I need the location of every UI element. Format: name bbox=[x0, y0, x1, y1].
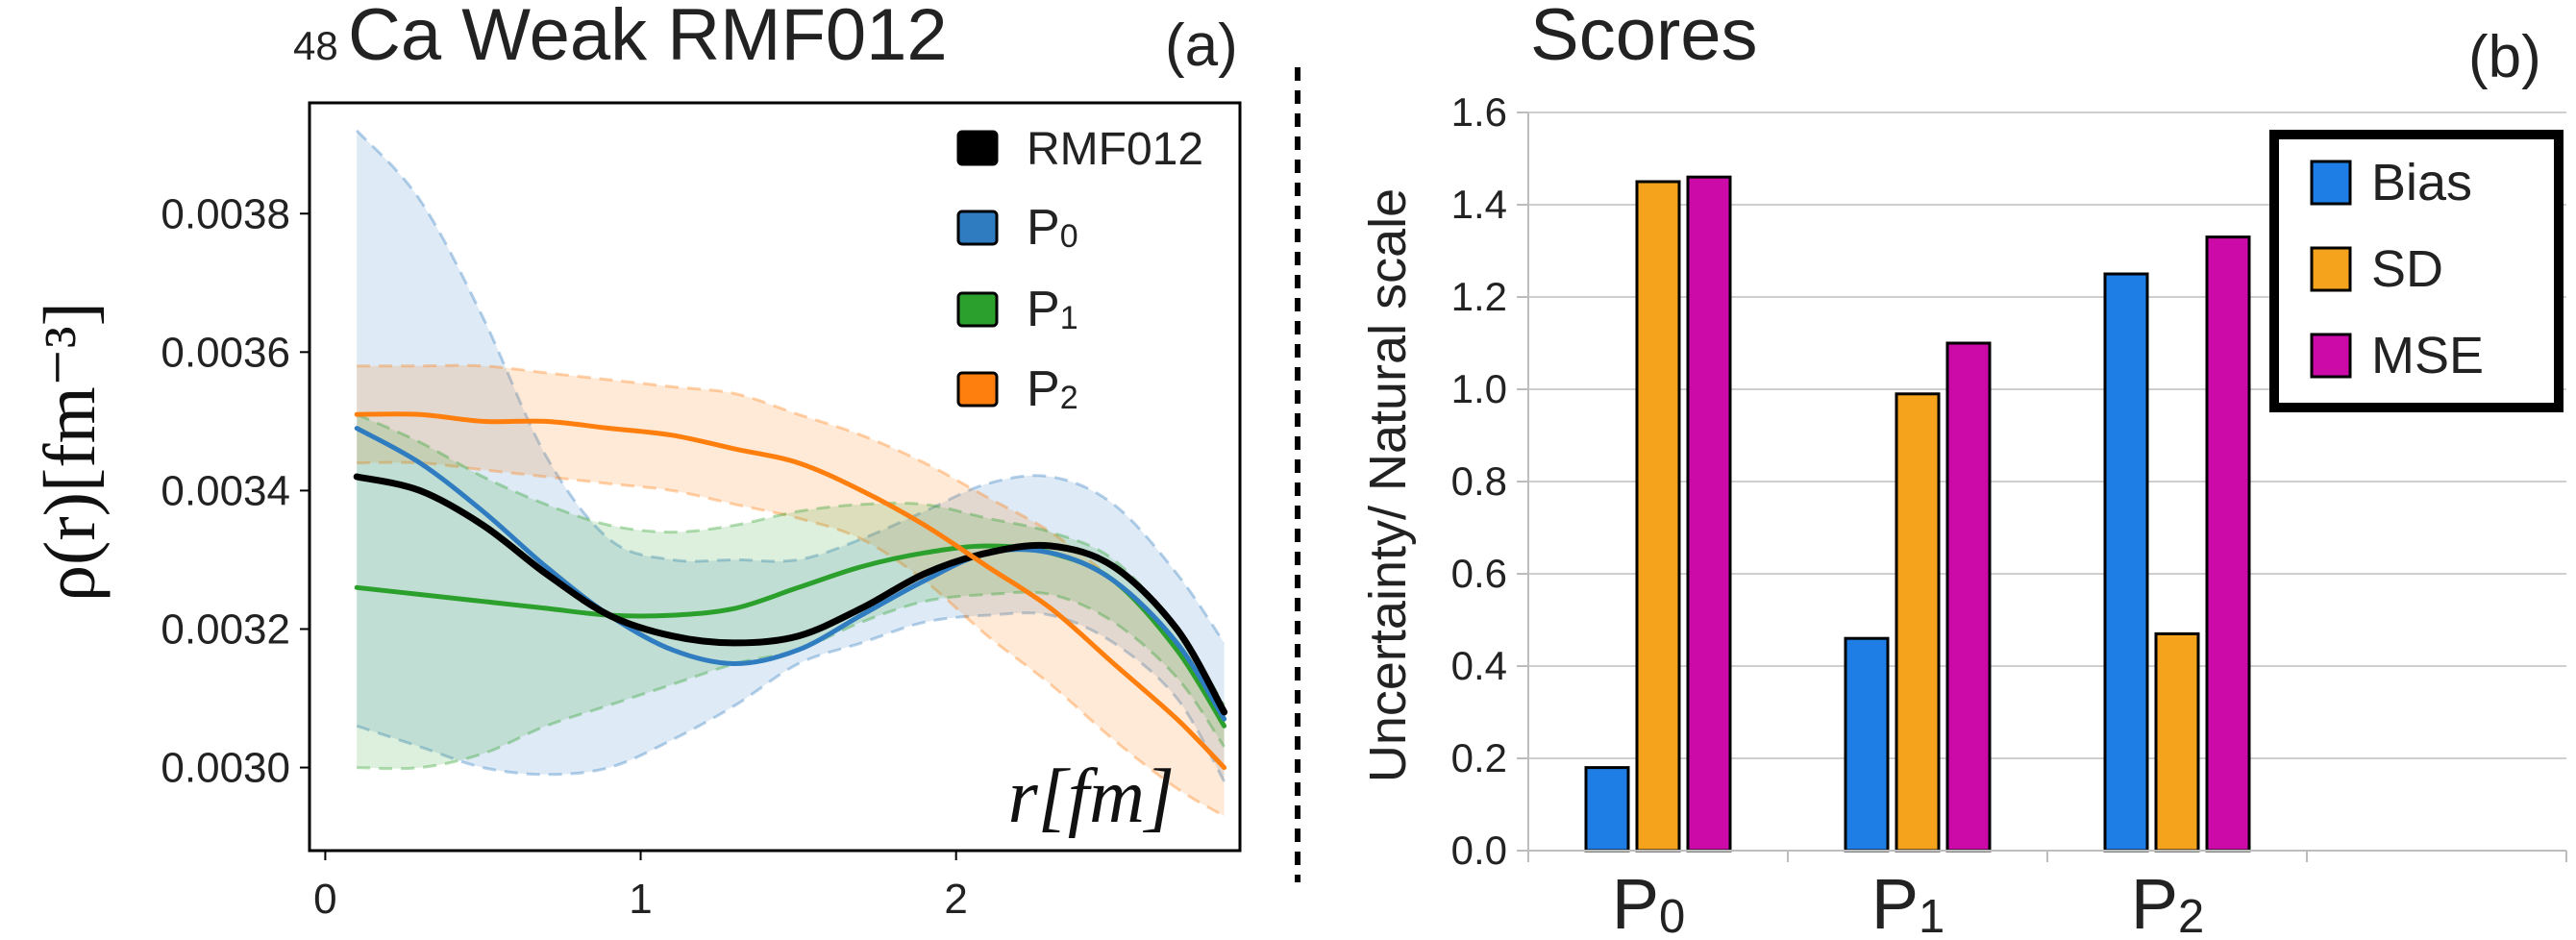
panel-a-title: Ca Weak RMF012 bbox=[348, 0, 948, 76]
bar-bias-p0 bbox=[1584, 766, 1630, 853]
legend-swatch-p0 bbox=[956, 210, 999, 246]
series-line-rmf012 bbox=[353, 473, 1228, 716]
bar-mse-p2 bbox=[2205, 235, 2251, 853]
legend-label-p0: P0 bbox=[1027, 200, 1078, 256]
x-category-label-p1: P1 bbox=[1871, 864, 1945, 940]
panel-a-legend: RMF012 P0 P1 P2 bbox=[956, 124, 1203, 417]
band-lower-p2 bbox=[357, 460, 1226, 818]
series-lines bbox=[353, 411, 1228, 771]
legend-label-p1: P1 bbox=[1027, 282, 1078, 337]
legend-label-bias: Bias bbox=[2371, 154, 2472, 211]
series-line-p2 bbox=[354, 411, 1227, 771]
bar-bias-p1 bbox=[1844, 636, 1890, 853]
legend-label-sd: SD bbox=[2371, 240, 2443, 298]
y-tick-label: 0.6 bbox=[1451, 551, 1507, 596]
y-tick-label: 0.4 bbox=[1451, 643, 1507, 688]
band-fill-p2 bbox=[357, 365, 1225, 816]
bar-sd-p1 bbox=[1895, 392, 1941, 853]
x-category-label-p2: P2 bbox=[2131, 864, 2205, 940]
y-tick-label: 0.0034 bbox=[161, 467, 290, 514]
x-category-label-p0: P0 bbox=[1612, 864, 1686, 940]
panel-a-y-axis: 0.0030 0.0032 0.0034 0.0036 0.0038 bbox=[161, 190, 310, 792]
panel-a-label: (a) bbox=[1165, 12, 1238, 79]
band-fill-p0 bbox=[357, 130, 1225, 782]
panel-a-plot-frame bbox=[308, 101, 1242, 853]
y-tick-label: 0.0032 bbox=[161, 606, 290, 653]
legend-swatch-rmf012 bbox=[956, 130, 999, 166]
legend-swatch-p1 bbox=[956, 291, 999, 328]
panel-a-y-axis-label: ρ(r)[fm⁻³] bbox=[30, 302, 111, 602]
legend-label-p2: P2 bbox=[1027, 361, 1078, 417]
y-tick-label: 0.8 bbox=[1451, 458, 1507, 504]
bar-sd-p2 bbox=[2154, 631, 2200, 853]
legend-swatch-mse bbox=[2310, 333, 2352, 379]
panel-b-legend: Bias SD MSE bbox=[2269, 130, 2564, 412]
bar-sd-p0 bbox=[1635, 180, 1681, 853]
y-tick-label: 1.4 bbox=[1451, 182, 1507, 227]
panel-b-title: Scores bbox=[1530, 0, 1758, 76]
x-tick-label: 2 bbox=[944, 876, 967, 923]
panel-a-title-superscript: 48 bbox=[293, 23, 338, 68]
band-upper-p2 bbox=[357, 363, 1226, 706]
y-tick-label: 0.0036 bbox=[161, 329, 290, 376]
x-tick-label: 0 bbox=[313, 876, 336, 923]
bar-bias-p2 bbox=[2103, 272, 2149, 853]
panel-a-x-axis-label: r[fm] bbox=[1008, 754, 1175, 839]
legend-label-rmf012: RMF012 bbox=[1027, 124, 1203, 175]
y-tick-label: 0.0030 bbox=[161, 745, 290, 792]
y-tick-label: 1.2 bbox=[1451, 274, 1507, 319]
panel-b-scores-chart: Scores (b) 0.0 0.2 0.4 0.6 0.8 1.0 1.2 1.4 1.6 P0… bbox=[1359, 0, 2567, 940]
panel-b-bars bbox=[1584, 175, 2251, 853]
y-tick-label: 0.0 bbox=[1451, 828, 1507, 873]
panel-a-x-axis: 0 1 2 bbox=[313, 851, 968, 923]
confidence-bands bbox=[356, 129, 1226, 818]
legend-label-mse: MSE bbox=[2371, 327, 2484, 384]
panel-b-axes: 0.0 0.2 0.4 0.6 0.8 1.0 1.2 1.4 1.6 P0 P1 P2 bbox=[1451, 89, 2567, 940]
x-tick-label: 1 bbox=[629, 876, 652, 923]
bar-mse-p1 bbox=[1945, 341, 1992, 853]
y-tick-label: 0.0038 bbox=[161, 190, 290, 237]
panel-b-label: (b) bbox=[2468, 24, 2541, 90]
series-line-p0 bbox=[354, 426, 1227, 722]
legend-swatch-bias bbox=[2310, 160, 2352, 206]
legend-swatch-sd bbox=[2310, 246, 2352, 292]
band-lower-p0 bbox=[356, 611, 1226, 782]
y-tick-label: 1.6 bbox=[1451, 89, 1507, 135]
band-lower-p1 bbox=[357, 590, 1226, 771]
y-tick-label: 1.0 bbox=[1451, 366, 1507, 411]
y-tick-label: 0.2 bbox=[1451, 735, 1507, 780]
band-upper-p1 bbox=[356, 412, 1226, 706]
panel-b-y-axis-label: Uncertainty/ Natural scale bbox=[1359, 188, 1417, 782]
legend-swatch-p2 bbox=[956, 371, 999, 408]
bar-mse-p0 bbox=[1686, 175, 1732, 853]
